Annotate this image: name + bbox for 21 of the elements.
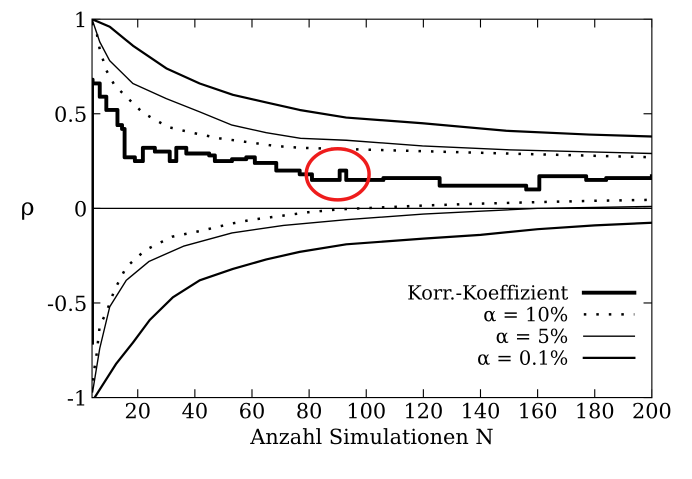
y-tick-label: 1 xyxy=(76,12,84,28)
y-tick-label: -1 xyxy=(68,390,84,406)
x-tick-label: 200 xyxy=(633,402,670,419)
x-tick-label: 40 xyxy=(182,402,207,419)
y-axis-title: ρ xyxy=(22,202,34,220)
y-tick-label: 0 xyxy=(75,200,86,217)
legend-label: α = 5% xyxy=(496,328,568,344)
x-tick-label: 100 xyxy=(348,402,385,419)
legend-label: α = 10% xyxy=(484,306,568,322)
legend-label: Korr.-Koeffizient xyxy=(408,284,568,300)
x-tick-label: 20 xyxy=(126,402,150,419)
x-tick-label: 80 xyxy=(297,402,321,419)
x-tick-label: 160 xyxy=(520,402,556,419)
x-tick-label: 60 xyxy=(240,402,264,419)
x-tick-label: 120 xyxy=(406,402,442,419)
legend-label: α = 0.1% xyxy=(478,350,568,365)
x-tick-label: 140 xyxy=(463,402,499,419)
x-tick-label: 180 xyxy=(577,402,614,419)
x-axis-title: Anzahl Simulationen N xyxy=(250,428,493,444)
y-tick-label: 0.5 xyxy=(55,106,86,122)
y-tick-label: -0.5 xyxy=(48,295,86,312)
